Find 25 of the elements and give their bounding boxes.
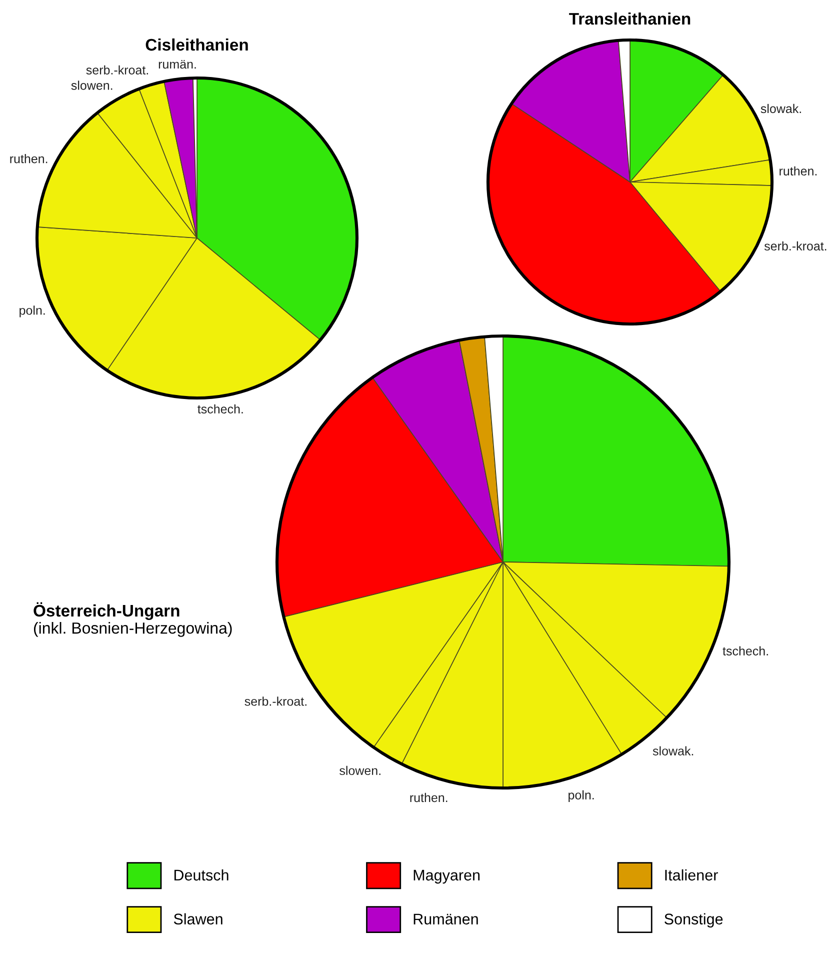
slice-label: ruthen. [780, 166, 817, 176]
slice-label: tschech. [198, 404, 243, 414]
slice-label: slowak. [652, 746, 694, 756]
slice-label: slowen. [340, 766, 380, 776]
text: (inkl. Bosnien-Herzegowina) [34, 622, 232, 637]
category-label: Deutsch [174, 869, 228, 881]
slice-label: slowen. [71, 80, 112, 90]
category-label: Rumänen [414, 914, 478, 924]
category-label: Italiener [665, 869, 718, 881]
category-label: Slawen [174, 913, 222, 924]
slice-label: poln. [568, 790, 594, 802]
chart-title: Transleithanien [569, 12, 690, 25]
text: Österreich-Ungarn [34, 602, 180, 620]
slice-label: tschech. [722, 646, 768, 656]
slice-label: slowak. [760, 104, 801, 114]
slice-label: ruthen. [410, 792, 448, 802]
category-label: Sonstige [664, 913, 723, 928]
chart-title: Cisleithanien [146, 38, 248, 51]
category-label: Magyaren [414, 870, 480, 884]
slice-label: ruthen. [10, 154, 48, 164]
slice-label: rumän. [158, 60, 196, 69]
slice-label: serb.-kroat. [86, 65, 148, 74]
slice-label: serb.-kroat. [244, 696, 306, 706]
slice-label: poln. [20, 306, 45, 318]
slice-label: serb.-kroat. [764, 241, 826, 251]
